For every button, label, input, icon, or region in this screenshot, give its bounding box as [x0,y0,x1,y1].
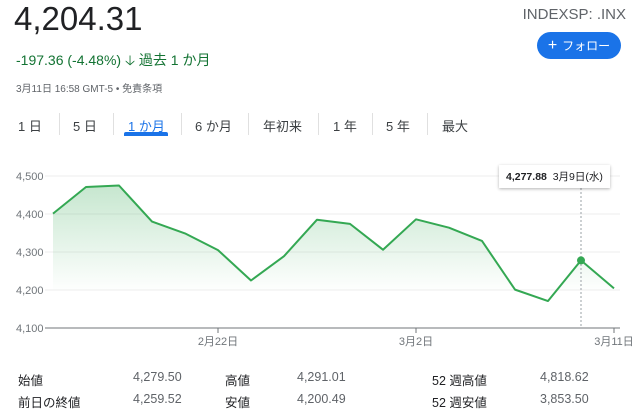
plus-icon: + [547,36,558,54]
y-tick-label: 4,100 [16,323,44,335]
active-tab-indicator [124,132,168,136]
stat-prev-close-value: 4,259.52 [133,392,182,406]
stat-high-value: 4,291.01 [297,370,346,384]
tab-1-day[interactable]: 1 日 [18,119,42,134]
tab-5-years[interactable]: 5 年 [386,119,410,134]
divider [113,113,114,135]
current-price: 4,204.31 [14,0,143,37]
follow-label: フォロー [562,39,611,53]
divider [372,113,373,135]
timestamp-disclaimer: 3月11日 16:58 GMT-5 • 免責条項 [16,84,163,95]
stat-prev-close-label: 前日の終値 [18,396,81,410]
y-tick-label: 4,400 [16,209,44,221]
chart-tooltip: 4,277.88 3月9日(水) [499,165,610,188]
tab-1-month[interactable]: 1 か月 [128,119,165,134]
divider [181,113,182,135]
stat-open-label: 始値 [18,374,44,388]
change-value: -197.36 (-4.48%) [16,52,122,68]
ticker-symbol: INDEXSP: .INX [522,6,626,23]
x-tick-label: 3月2日 [399,336,433,348]
hover-point [577,256,585,265]
stat-high-label: 高値 [225,374,251,388]
y-tick-label: 4,200 [16,285,44,297]
price-chart[interactable]: 4,100 4,200 4,300 4,400 4,500 2月22日 3月2日 3月11日 [0,150,640,350]
tab-1-year[interactable]: 1 年 [333,119,357,134]
arrow-down-icon: 🡣 [124,52,136,68]
divider [59,113,60,135]
tab-ytd[interactable]: 年初来 [263,119,303,134]
tooltip-date: 3月9日(水) [552,171,603,183]
stat-low-label: 安値 [225,396,251,410]
follow-button[interactable]: + フォロー [537,32,621,59]
stat-52w-high-value: 4,818.62 [540,370,589,384]
divider [248,113,249,135]
stat-52w-low-value: 3,853.50 [540,392,589,406]
stat-low-value: 4,200.49 [297,392,346,406]
y-tick-label: 4,500 [16,171,44,183]
stat-52w-low-label: 52 週安値 [432,396,487,410]
area-fill [53,185,614,328]
divider [318,113,319,135]
divider [427,113,428,135]
y-tick-label: 4,300 [16,247,44,259]
stat-52w-high-label: 52 週高値 [432,374,487,388]
x-tick-label: 2月22日 [198,336,238,348]
price-change: -197.36 (-4.48%) 🡣 過去 1 か月 [16,50,210,74]
x-tick-label: 3月11日 [594,336,634,348]
tab-6-months[interactable]: 6 か月 [195,119,232,134]
tab-max[interactable]: 最大 [442,119,469,134]
change-period: 過去 1 か月 [138,52,211,68]
tooltip-value: 4,277.88 [506,171,547,183]
stat-open-value: 4,279.50 [133,370,182,384]
tab-5-days[interactable]: 5 日 [73,119,97,134]
price-line [52,184,615,303]
